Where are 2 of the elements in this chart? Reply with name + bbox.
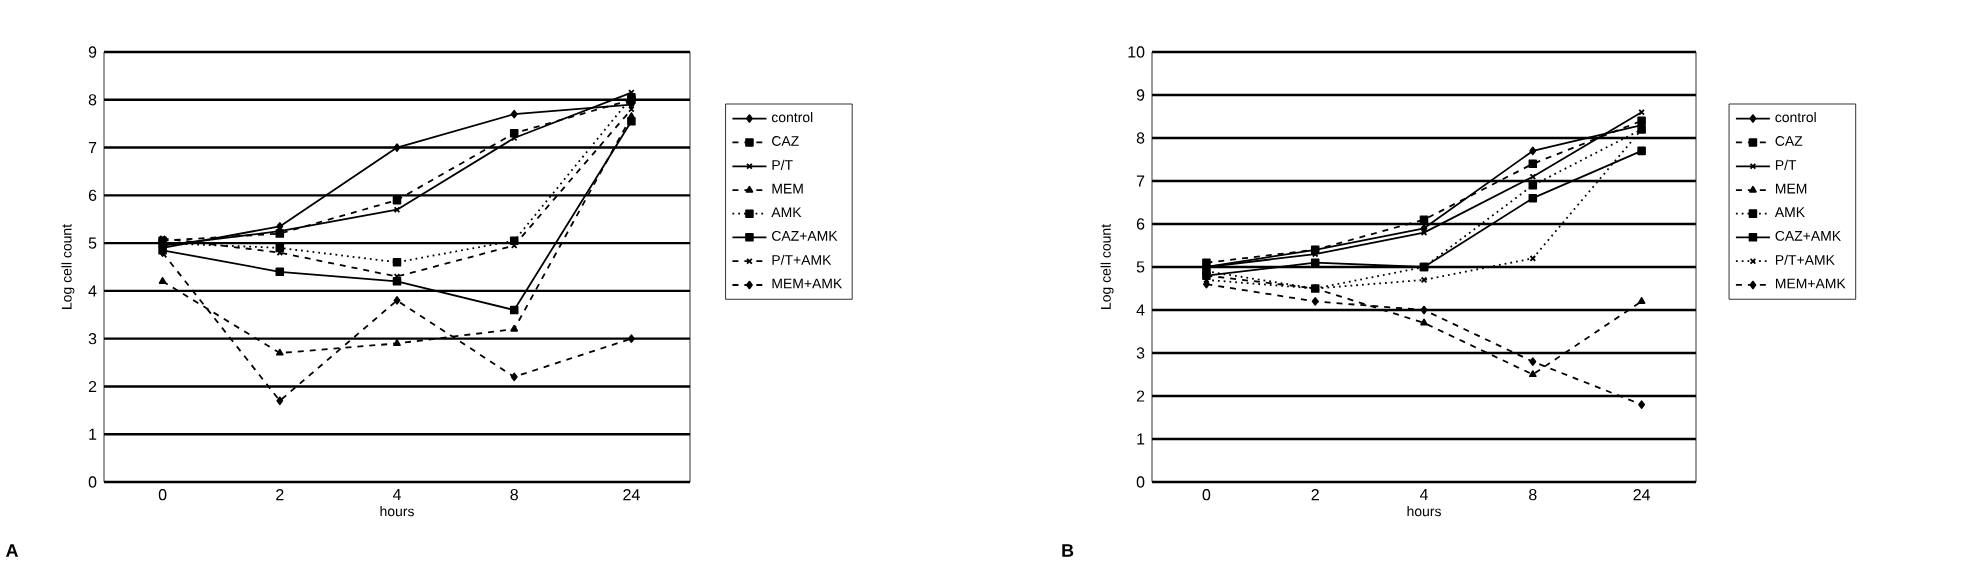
text: A [6,544,19,557]
text: B [1062,544,1074,557]
